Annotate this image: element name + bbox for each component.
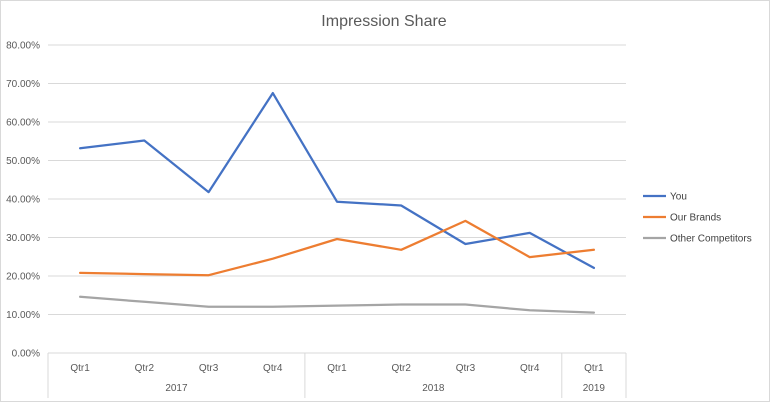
y-axis-tick-labels: 0.00% 10.00% 20.00% 30.00% 40.00% 50.00% 60.00… xyxy=(6,41,40,360)
x-tick-label: Qtr2 xyxy=(391,363,411,374)
x-tick-label: Qtr1 xyxy=(584,363,604,374)
y-tick-label: 30.00% xyxy=(6,233,40,244)
x-axis: Qtr1 Qtr2 Qtr3 Qtr4 Qtr1 Qtr2 Qtr3 Qtr4 Qtr1 2017… xyxy=(47,353,627,398)
x-group-label: 2019 xyxy=(583,383,606,394)
x-tick-label: Qtr3 xyxy=(199,363,219,374)
y-tick-label: 0.00% xyxy=(12,349,40,360)
x-tick-label: Qtr1 xyxy=(70,363,90,374)
x-tick-label: Qtr1 xyxy=(327,363,347,374)
x-tick-label: Qtr4 xyxy=(263,363,283,374)
y-tick-label: 50.00% xyxy=(6,156,40,167)
x-group-label: 2017 xyxy=(165,383,188,394)
x-tick-label: Qtr2 xyxy=(135,363,155,374)
series-line-you xyxy=(78,91,596,270)
y-tick-label: 10.00% xyxy=(6,310,40,321)
series-line-our-brands xyxy=(78,219,596,277)
x-tick-label: Qtr3 xyxy=(456,363,476,374)
legend-label: Other Competitors xyxy=(670,234,752,245)
y-tick-label: 70.00% xyxy=(6,79,40,90)
series-lines xyxy=(78,91,596,314)
x-tick-label: Qtr4 xyxy=(520,363,540,374)
y-tick-label: 20.00% xyxy=(6,272,40,283)
y-tick-label: 80.00% xyxy=(6,41,40,52)
gridlines xyxy=(48,44,626,354)
y-tick-label: 60.00% xyxy=(6,118,40,129)
chart-title: Impression Share xyxy=(321,13,446,30)
legend: You Our Brands Other Competitors xyxy=(643,192,752,245)
legend-label: Our Brands xyxy=(670,213,721,224)
legend-label: You xyxy=(670,192,687,203)
series-line-other-competitors xyxy=(78,295,596,314)
y-tick-label: 40.00% xyxy=(6,195,40,206)
x-group-label: 2018 xyxy=(422,383,445,394)
